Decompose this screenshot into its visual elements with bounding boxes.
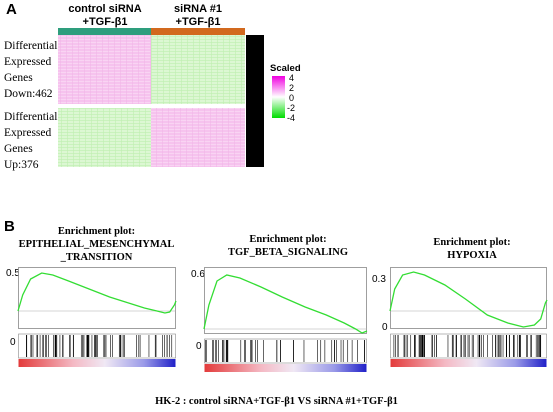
- legend-tick-neg2: -2: [287, 103, 296, 113]
- gsea-title-tgf-line2: TGF_BETA_SIGNALING: [228, 247, 348, 258]
- panel-a-label: A: [6, 1, 17, 18]
- gsea-title-emt-line2: EPITHELIAL_MESENCHYMAL: [18, 239, 175, 250]
- panel-b-label: B: [4, 218, 15, 235]
- column-header-sirna-line1: siRNA #1: [174, 3, 222, 15]
- column-header-control-line2: +TGF-β1: [82, 16, 128, 28]
- rank-gradient-2: [204, 364, 367, 372]
- row-label-down: Differential Expressed Genes Down:462: [4, 38, 57, 102]
- group-bar-control: [58, 28, 151, 35]
- heatmap-down-sirna: [151, 35, 245, 104]
- row-label-up-line4: Up:376: [4, 159, 39, 171]
- legend-tick-0: 0: [289, 93, 295, 103]
- es-curve-1: [17, 272, 177, 314]
- gsea-title-hypoxia-line2: HYPOXIA: [447, 250, 497, 261]
- column-header-control-line1: control siRNA: [68, 3, 142, 15]
- gsea-plot-hypoxia: [389, 267, 548, 367]
- gsea-title-emt-line3: _TRANSITION: [60, 252, 133, 263]
- hit-frame-2: [204, 338, 367, 364]
- group-bar-sirna: [151, 28, 245, 35]
- hit-frame-1: [18, 333, 176, 359]
- legend-tick-neg4: -4: [287, 113, 296, 123]
- row-label-down-line3: Genes: [4, 72, 33, 84]
- gsea-tgf-ytick-zero: 0: [196, 341, 202, 352]
- column-header-sirna-line2: +TGF-β1: [175, 16, 221, 28]
- gsea-emt-ytick-top: 0.5: [6, 268, 20, 279]
- gsea-title-tgf: Enrichment plot: TGF_BETA_SIGNALING: [208, 233, 368, 259]
- row-label-up-line2: Expressed: [4, 127, 52, 139]
- gsea-title-tgf-line1: Enrichment plot:: [249, 234, 327, 245]
- rank-gradient-3: [390, 359, 547, 367]
- row-label-down-line4: Down:462: [4, 88, 53, 100]
- row-label-up: Differential Expressed Genes Up:376: [4, 109, 57, 173]
- gsea-plot-emt: [17, 267, 177, 367]
- gsea-plot-tgf: [203, 267, 368, 372]
- heatmap-up-control: [58, 108, 151, 167]
- gsea-tgf-ytick-top: 0.6: [191, 269, 205, 280]
- row-label-up-line3: Genes: [4, 143, 33, 155]
- column-header-control: control siRNA +TGF-β1: [60, 3, 150, 29]
- heatmap-up-sirna: [151, 108, 245, 167]
- gsea-title-hypoxia-line1: Enrichment plot:: [433, 237, 511, 248]
- column-header-sirna: siRNA #1 +TGF-β1: [152, 3, 244, 29]
- row-label-down-line2: Expressed: [4, 56, 52, 68]
- row-label-down-line1: Differential: [4, 40, 58, 52]
- gsea-title-emt: Enrichment plot: EPITHELIAL_MESENCHYMAL …: [14, 225, 179, 264]
- legend-colorbar: [272, 76, 285, 118]
- legend-tick-4: 4: [289, 73, 295, 83]
- es-frame-2: [204, 267, 367, 334]
- gsea-title-emt-line1: Enrichment plot:: [57, 226, 136, 237]
- rank-gradient-1: [18, 359, 176, 367]
- gsea-title-hypoxia: Enrichment plot: HYPOXIA: [398, 236, 546, 262]
- gsea-hypoxia-ytick-top: 0.3: [372, 274, 386, 285]
- es-curve-3: [389, 271, 548, 328]
- row-label-up-line1: Differential: [4, 111, 58, 123]
- gsea-emt-ytick-zero: 0: [10, 337, 16, 348]
- es-frame-1: [18, 267, 176, 329]
- gsea-hypoxia-ytick-zero: 0: [382, 322, 388, 333]
- heatmap-dendrogram-block: [246, 35, 264, 167]
- legend-title: Scaled: [270, 63, 301, 74]
- heatmap: [58, 35, 264, 167]
- es-curve-2: [203, 274, 368, 334]
- figure-caption: HK-2 : control siRNA+TGF-β1 VS siRNA #1+…: [155, 396, 398, 407]
- es-frame-3: [390, 267, 547, 329]
- heatmap-down-control: [58, 35, 151, 104]
- legend-tick-2: 2: [289, 83, 295, 93]
- hit-frame-3: [390, 333, 547, 359]
